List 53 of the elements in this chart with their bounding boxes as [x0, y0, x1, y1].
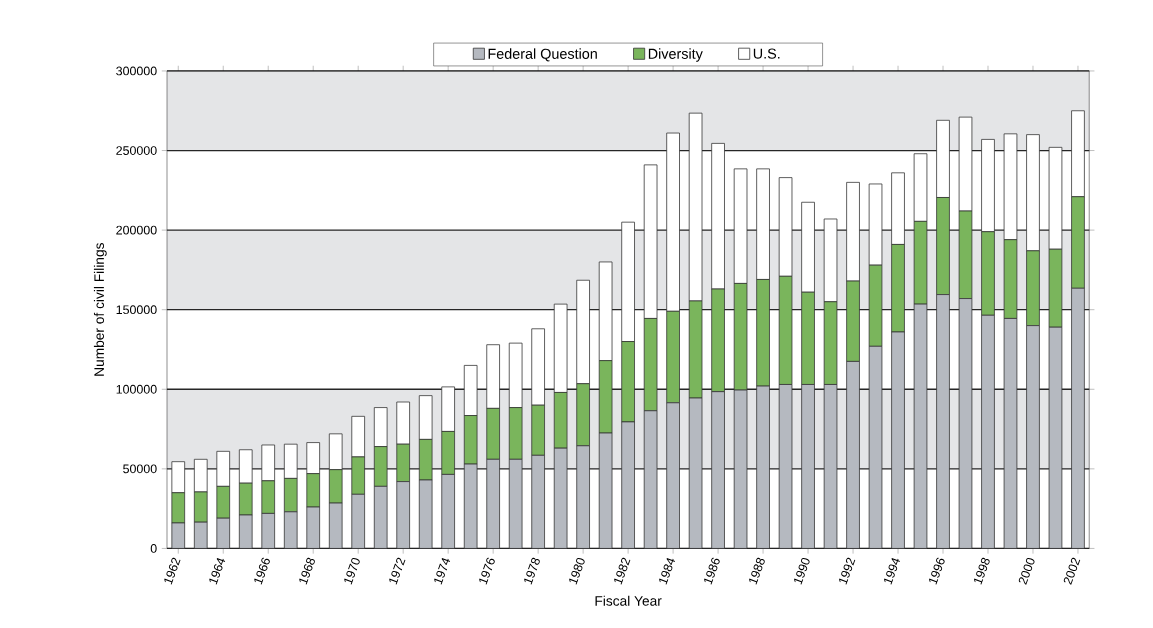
- bar: [441, 474, 455, 549]
- x-tick-label: 1992: [839, 557, 856, 585]
- bar: [891, 331, 905, 549]
- x-tick-label: 1966: [254, 557, 270, 585]
- x-tick-label: 1988: [749, 557, 765, 585]
- x-axis-title: Fiscal Year: [595, 595, 662, 606]
- y-tick-label: 150000: [116, 305, 157, 315]
- bar: [846, 361, 860, 549]
- x-tick-label: 1982: [614, 557, 631, 585]
- bar: [1071, 287, 1085, 549]
- bar: [1026, 325, 1040, 549]
- bar: [261, 513, 276, 549]
- bar: [711, 391, 725, 549]
- bar: [216, 517, 231, 549]
- x-tick-label: 2002: [1063, 557, 1081, 585]
- x-tick-label: 1984: [659, 558, 675, 585]
- x-tick-label: 1970: [344, 557, 360, 585]
- bar: [621, 421, 635, 549]
- x-tick-label: 1990: [794, 557, 810, 585]
- bar: [936, 294, 950, 549]
- x-tick-label: 1968: [299, 557, 315, 585]
- x-tick-label: 1980: [569, 557, 585, 585]
- bar: [756, 385, 770, 549]
- bar: [351, 493, 365, 549]
- y-tick-label: 250000: [116, 146, 157, 155]
- y-tick-label: 100000: [116, 384, 157, 394]
- x-tick-label: 1994: [884, 558, 900, 585]
- x-tick-label: 1972: [389, 557, 406, 585]
- x-tick-label: 1986: [704, 557, 720, 585]
- x-tick-label: 1964: [209, 558, 226, 585]
- x-tick-label: 1974: [434, 558, 451, 585]
- y-tick-label: 50000: [123, 464, 157, 474]
- x-tick-label: 1998: [974, 557, 990, 585]
- x-tick-label: 1978: [524, 557, 540, 585]
- legend-label: Diversity: [648, 48, 703, 62]
- y-tick-label: 200000: [116, 225, 157, 235]
- x-tick-label: 1976: [479, 557, 495, 585]
- y-tick-label: 0: [150, 544, 157, 553]
- bar: [531, 454, 545, 549]
- x-tick-label: 2000: [1018, 557, 1035, 585]
- x-tick-label: 1962: [164, 557, 181, 585]
- bar: [981, 314, 995, 549]
- legend-label: Federal Question: [488, 48, 597, 62]
- x-tick-label: 1996: [929, 557, 945, 585]
- bar: [666, 402, 680, 549]
- bar: [306, 506, 321, 549]
- y-axis-title: Number of civil Filings: [93, 243, 107, 376]
- bar: [486, 458, 500, 549]
- bar: [396, 481, 410, 549]
- y-tick-label: 300000: [116, 66, 157, 76]
- legend-label: U.S.: [753, 48, 780, 59]
- bar: [801, 384, 815, 549]
- bar: [576, 445, 590, 549]
